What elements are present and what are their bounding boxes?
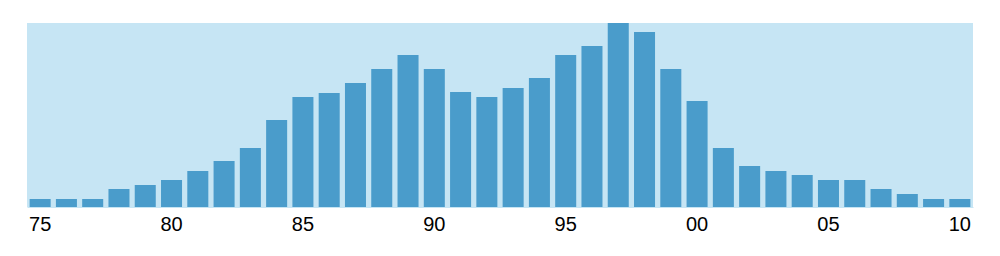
- x-tick-label: 85: [292, 213, 314, 235]
- x-tick: 75: [29, 207, 51, 235]
- bar: [187, 171, 208, 207]
- x-tick-label: 00: [686, 213, 708, 235]
- bar: [424, 69, 445, 207]
- bar: [214, 161, 235, 207]
- bar: [398, 55, 419, 207]
- bar: [923, 199, 944, 207]
- bar: [687, 101, 708, 207]
- x-tick: 10: [949, 207, 971, 235]
- x-tick-label: 80: [160, 213, 182, 235]
- x-tick: 90: [423, 207, 445, 235]
- bar: [897, 194, 918, 207]
- x-tick-label: 95: [555, 213, 577, 235]
- bar: [634, 32, 655, 207]
- bar: [792, 175, 813, 207]
- bar: [739, 166, 760, 207]
- bar: [82, 199, 103, 207]
- bar: [608, 23, 629, 207]
- x-tick: 85: [292, 207, 314, 235]
- bar: [660, 69, 681, 207]
- plot-background: [27, 23, 973, 207]
- x-tick-label: 75: [29, 213, 51, 235]
- x-tick-label: 10: [949, 213, 971, 235]
- bar: [371, 69, 392, 207]
- bars: [30, 23, 971, 207]
- bar: [844, 180, 865, 207]
- bar: [266, 120, 287, 207]
- bar: [345, 83, 366, 207]
- x-tick: 00: [686, 207, 708, 235]
- chart: 75 80 85 90 95 00 05 10: [0, 0, 1000, 256]
- bar: [108, 189, 129, 207]
- bar: [818, 180, 839, 207]
- bar: [529, 78, 550, 207]
- bar: [476, 97, 497, 207]
- bar: [871, 189, 892, 207]
- bar: [30, 199, 51, 207]
- bar: [555, 55, 576, 207]
- x-tick-label: 90: [423, 213, 445, 235]
- x-tick-label: 05: [817, 213, 839, 235]
- bar: [765, 171, 786, 207]
- x-tick: 05: [817, 207, 839, 235]
- bar: [292, 97, 313, 207]
- bar: [450, 92, 471, 207]
- bar: [135, 185, 156, 207]
- bar: [161, 180, 182, 207]
- bar: [713, 148, 734, 207]
- bar: [503, 88, 524, 207]
- x-axis-line: [28, 207, 974, 208]
- x-tick: 80: [160, 207, 182, 235]
- bar: [949, 199, 970, 207]
- bar: [240, 148, 261, 207]
- bar: [581, 46, 602, 207]
- x-tick: 95: [555, 207, 577, 235]
- x-axis: 75 80 85 90 95 00 05 10: [28, 207, 974, 235]
- bar: [319, 93, 340, 207]
- bar: [56, 199, 77, 207]
